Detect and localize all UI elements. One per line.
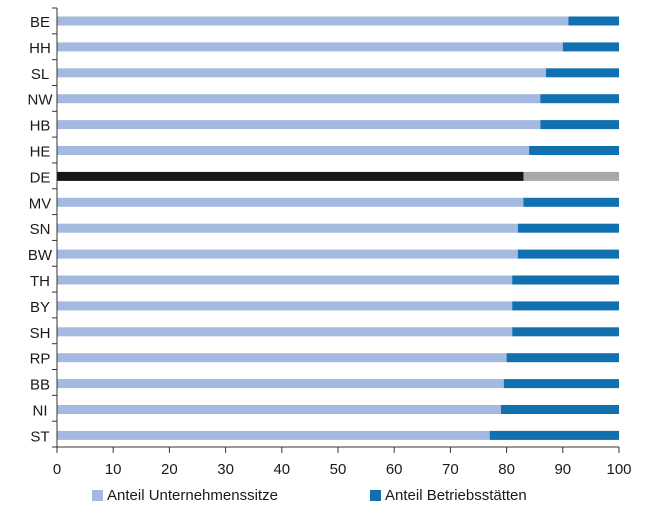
bar-be-series-1 [57, 16, 569, 26]
category-label: NI [33, 403, 48, 420]
bar-mv-series-2 [523, 197, 619, 207]
axes-layer: BE HH SL NW HB HE DE MV SN BW TH BY SH RP BB NI ST0 10 20 3… [28, 7, 632, 478]
bar-hb-series-1 [57, 120, 541, 130]
bar-de-series-1 [57, 171, 524, 181]
category-label: HE [30, 144, 51, 161]
bar-st-series-1 [57, 430, 490, 440]
bar-hb-series-2 [540, 120, 619, 130]
bar-rp-series-2 [506, 353, 619, 363]
x-tick-label: 0 [53, 461, 61, 478]
category-label: RP [30, 351, 51, 368]
legend-label-2: Anteil Betriebsstätten [385, 487, 527, 504]
bar-sh-series-1 [57, 327, 513, 337]
category-label: SL [31, 66, 49, 83]
legend-swatch-1 [92, 490, 103, 501]
legend: Anteil Unternehmenssitze Anteil Betriebss… [92, 487, 527, 504]
category-label: HB [30, 118, 51, 135]
category-label: MV [29, 195, 52, 212]
x-tick-label: 30 [217, 461, 234, 478]
bar-st-series-2 [489, 430, 619, 440]
category-label: SN [30, 221, 51, 238]
bar-hh-series-1 [57, 42, 563, 52]
bar-ni-series-1 [57, 405, 501, 414]
bar-by-series-2 [512, 301, 619, 311]
bar-sl-series-2 [545, 68, 619, 78]
bar-rp-series-1 [57, 353, 507, 363]
bar-be-series-2 [568, 16, 619, 26]
bar-bw-series-2 [517, 249, 619, 259]
category-label: SH [30, 325, 51, 342]
bar-he-series-2 [529, 146, 619, 155]
bar-th-series-2 [512, 275, 619, 285]
category-label: HH [29, 40, 51, 57]
bar-sl-series-1 [57, 68, 546, 78]
bar-sn-series-2 [517, 223, 619, 233]
bar-bb-series-1 [57, 379, 504, 389]
bar-by-series-1 [57, 301, 513, 311]
category-label: NW [28, 92, 54, 109]
category-label: ST [30, 428, 49, 445]
category-label: BB [30, 377, 50, 394]
bars-layer [57, 16, 619, 440]
bar-nw-series-1 [57, 94, 541, 104]
bar-nw-series-2 [540, 94, 619, 104]
bar-he-series-1 [57, 146, 530, 155]
bar-ni-series-2 [500, 405, 619, 414]
x-tick-label: 80 [498, 461, 515, 478]
category-label: BE [30, 14, 50, 31]
x-tick-label: 60 [386, 461, 403, 478]
category-label: BW [28, 247, 53, 264]
bar-mv-series-1 [57, 197, 524, 207]
x-tick-label: 40 [273, 461, 290, 478]
category-label: TH [30, 273, 50, 290]
x-tick-label: 70 [442, 461, 459, 478]
bar-bw-series-1 [57, 249, 518, 259]
bar-sn-series-1 [57, 223, 518, 233]
bar-th-series-1 [57, 275, 513, 285]
bar-de-series-2 [523, 171, 619, 181]
category-label: BY [30, 299, 50, 316]
x-tick-label: 90 [554, 461, 571, 478]
legend-label-1: Anteil Unternehmenssitze [107, 487, 278, 504]
x-tick-label: 20 [161, 461, 178, 478]
category-label: DE [30, 169, 51, 186]
x-tick-label: 50 [330, 461, 347, 478]
bar-sh-series-2 [512, 327, 619, 337]
legend-swatch-2 [370, 490, 381, 501]
x-tick-label: 100 [606, 461, 631, 478]
x-tick-label: 10 [105, 461, 122, 478]
bar-bb-series-2 [503, 379, 619, 389]
bar-hh-series-2 [562, 42, 619, 52]
